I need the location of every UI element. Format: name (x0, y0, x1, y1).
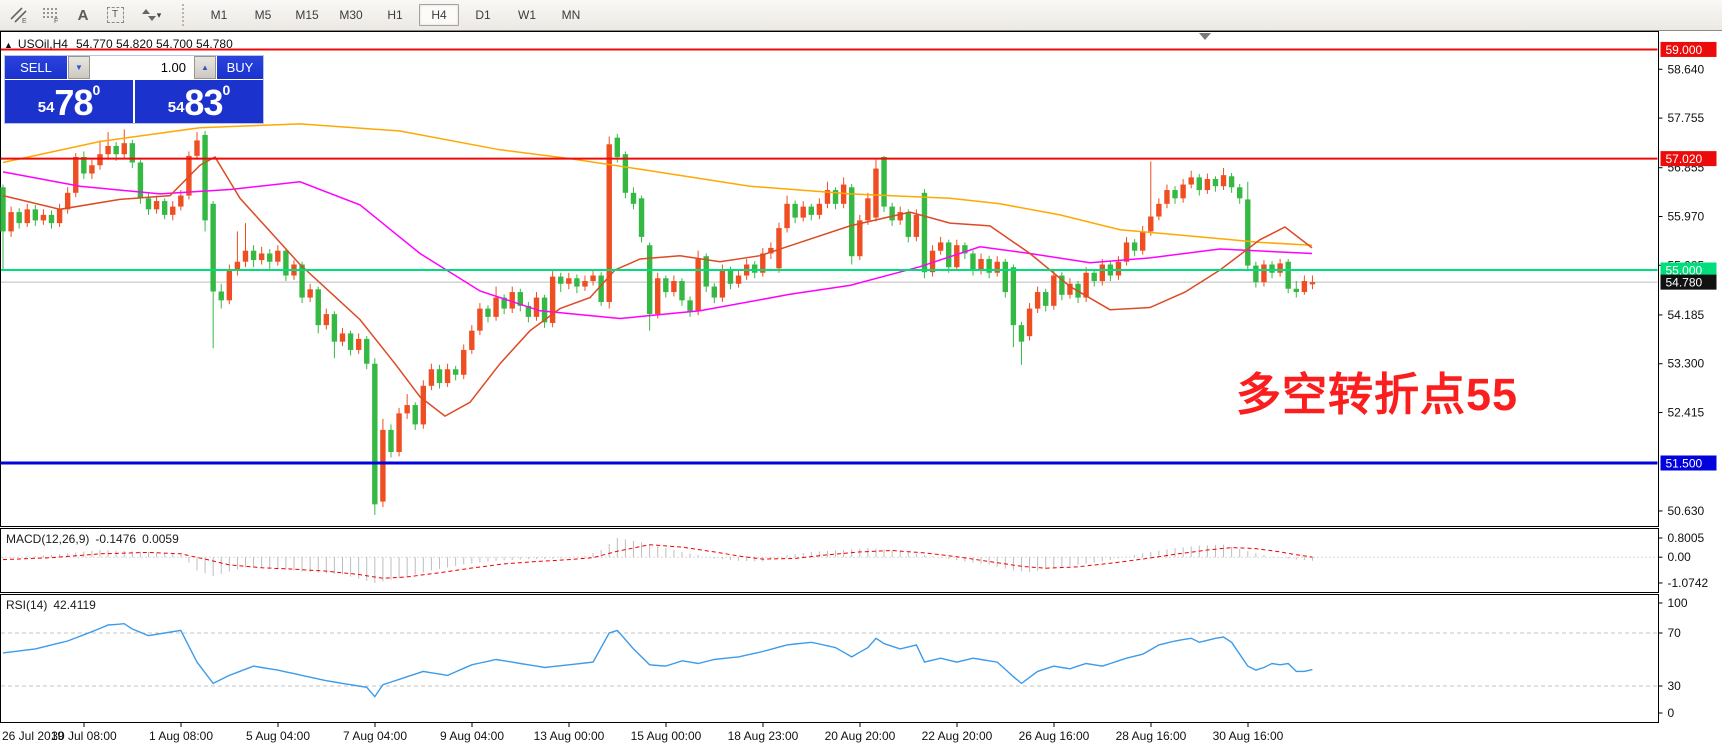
axis-label-54.185: 54.185 (1668, 308, 1705, 322)
sell-price-pip: 0 (92, 82, 101, 98)
ma-medium-line (2, 171, 1313, 320)
axis-label-50.630: 50.630 (1668, 504, 1705, 518)
price-59.000-badge (1660, 41, 1717, 57)
buy-price-big: 83 (184, 82, 223, 123)
current-price-badge-label: 54.780 (1666, 276, 1703, 290)
volume-decrease-button[interactable]: ▼ (68, 56, 90, 79)
time-label: 30 Jul 08:00 (51, 729, 117, 743)
price-axis: 58.64057.75556.85555.97055.08554.18553.3… (1658, 41, 1717, 720)
svg-text:F: F (54, 18, 58, 24)
svg-text:E: E (22, 18, 27, 24)
timeframe-M1[interactable]: M1 (210, 8, 228, 22)
buy-price-pip: 0 (222, 82, 231, 98)
price-59.000-badge-label: 59.000 (1666, 43, 1703, 57)
axis-label-55.970: 55.970 (1668, 210, 1705, 224)
time-label: 18 Aug 23:00 (728, 729, 799, 743)
candles (0, 129, 1316, 515)
axis-label-53.300: 53.300 (1668, 357, 1705, 371)
panel-collapse-icon[interactable]: ▲ (4, 40, 13, 50)
ma-slow-line (2, 123, 1313, 246)
timeframe-H1[interactable]: H1 (387, 8, 403, 22)
timeframe-M5[interactable]: M5 (254, 8, 272, 22)
sell-price[interactable]: 54 78 0 (5, 80, 135, 123)
symbol-label: ▲ USOil,H4 54.770 54.820 54.700 54.780 (4, 37, 233, 51)
buy-button[interactable]: BUY (216, 56, 263, 79)
timeframe-H4[interactable]: H4 (419, 4, 459, 26)
volume-increase-button[interactable]: ▲ (194, 56, 216, 79)
text-label-icon[interactable]: A (77, 6, 89, 24)
time-label: 15 Aug 00:00 (631, 729, 702, 743)
price-55.000-badge (1660, 262, 1717, 278)
timeframe-W1[interactable]: W1 (518, 8, 536, 22)
rsi-axis-30: 30 (1668, 679, 1682, 693)
price-55.000-badge-label: 55.000 (1666, 264, 1703, 278)
time-label: 20 Aug 20:00 (825, 729, 896, 743)
time-label: 28 Aug 16:00 (1116, 729, 1187, 743)
axis-label-58.640: 58.640 (1668, 62, 1705, 76)
axis-label-52.415: 52.415 (1668, 406, 1705, 420)
chevron-down-icon: ▾ (156, 9, 162, 20)
time-label: 5 Aug 04:00 (246, 729, 310, 743)
buy-price[interactable]: 54 83 0 (135, 80, 263, 123)
time-label: 22 Aug 20:00 (922, 729, 993, 743)
rsi-axis-0: 0 (1668, 706, 1675, 720)
time-label: 9 Aug 04:00 (440, 729, 504, 743)
macd-signal-line (2, 544, 1313, 579)
timeframe-buttons: M1 M5 M15 M30 H1 H4 D1 W1 MN (197, 4, 593, 26)
arrows-icon[interactable]: ▾ (134, 3, 168, 27)
time-label: 13 Aug 00:00 (534, 729, 605, 743)
chart-shift-marker (1199, 33, 1211, 40)
macd-axis--1.0742: -1.0742 (1668, 576, 1709, 590)
sell-price-handle: 54 (37, 99, 55, 116)
sell-button[interactable]: SELL (5, 56, 68, 79)
toolbar: E F A T ▾ M1 M5 M15 M30 H1 H4 D1 W1 MN (0, 0, 1722, 31)
rsi-axis-100: 100 (1668, 596, 1688, 610)
equidistant-channel-icon[interactable]: E (6, 3, 32, 27)
time-label: 26 Aug 16:00 (1019, 729, 1090, 743)
macd-axis-0.8005: 0.8005 (1668, 531, 1705, 545)
current-price-badge (1660, 274, 1717, 290)
macd-histogram (2, 538, 1313, 583)
timeframe-M15[interactable]: M15 (295, 8, 319, 22)
price-57.020-badge (1660, 151, 1717, 167)
time-label: 30 Aug 16:00 (1213, 729, 1284, 743)
macd-axis-0.00: 0.00 (1668, 550, 1692, 564)
main-panel (0, 31, 1659, 527)
fibonacci-icon[interactable]: F (38, 3, 64, 27)
timeframe-D1[interactable]: D1 (475, 8, 491, 22)
timeframe-MN[interactable]: MN (561, 8, 581, 22)
buy-price-handle: 54 (167, 99, 185, 116)
rsi-line (2, 622, 1313, 698)
textbox-icon[interactable]: T (102, 3, 128, 27)
ma-fast-line (2, 155, 1313, 417)
time-label: 1 Aug 08:00 (149, 729, 213, 743)
macd-label: MACD(12,26,9) -0.1476 0.0059 (6, 532, 179, 546)
chart-annotation-text: 多空转折点55 (1236, 369, 1519, 420)
toolbar-separator (182, 4, 191, 26)
axis-label-57.755: 57.755 (1668, 111, 1705, 125)
rsi-axis-70: 70 (1668, 626, 1682, 640)
time-label: 26 Jul 2019 (2, 729, 64, 743)
volume-input[interactable] (90, 56, 194, 79)
timeframe-M30[interactable]: M30 (339, 8, 363, 22)
time-label: 7 Aug 04:00 (343, 729, 407, 743)
price-57.020-badge-label: 57.020 (1666, 152, 1703, 166)
price-51.500-badge (1660, 455, 1717, 471)
price-51.500-badge-label: 51.500 (1666, 456, 1703, 470)
rsi-label: RSI(14) 42.4119 (6, 598, 96, 612)
sell-price-big: 78 (54, 82, 93, 123)
macd-panel (0, 528, 1659, 593)
rsi-panel (0, 594, 1659, 723)
